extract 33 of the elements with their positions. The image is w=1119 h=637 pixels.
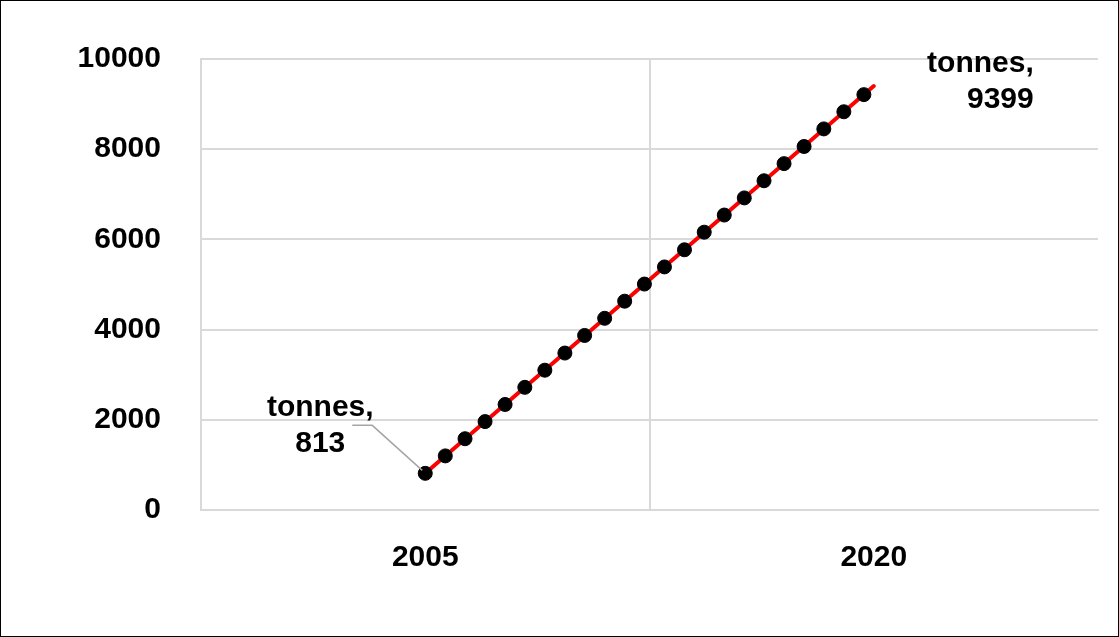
point bbox=[417, 465, 433, 481]
y-tick-label: 4000 bbox=[94, 310, 161, 344]
x-tick-label: 2020 bbox=[840, 539, 908, 573]
y-tick-label: 2000 bbox=[94, 401, 161, 435]
point bbox=[457, 431, 473, 447]
point bbox=[636, 276, 652, 292]
point bbox=[557, 345, 573, 361]
point bbox=[656, 259, 672, 275]
y-tick-label: 0 bbox=[144, 491, 161, 525]
point bbox=[577, 327, 593, 343]
point bbox=[517, 379, 533, 395]
point bbox=[597, 310, 613, 326]
annotation: tonnes, 813 bbox=[266, 388, 374, 458]
y-tick-label: 6000 bbox=[94, 220, 161, 254]
point bbox=[816, 121, 832, 137]
point bbox=[836, 104, 852, 120]
point bbox=[716, 207, 732, 223]
point bbox=[736, 190, 752, 206]
point bbox=[537, 362, 553, 378]
x-tick-label: 2005 bbox=[391, 539, 459, 573]
point bbox=[477, 414, 493, 430]
annotation: tonnes, 9399 bbox=[927, 45, 1034, 115]
point bbox=[676, 242, 692, 258]
point bbox=[497, 396, 513, 412]
point bbox=[617, 293, 633, 309]
y-tick-label: 10000 bbox=[77, 40, 161, 74]
y-tick-label: 8000 bbox=[94, 130, 161, 164]
point bbox=[776, 156, 792, 172]
point bbox=[437, 448, 453, 464]
point bbox=[756, 173, 772, 189]
point bbox=[796, 138, 812, 154]
point bbox=[856, 87, 872, 103]
point bbox=[696, 224, 712, 240]
